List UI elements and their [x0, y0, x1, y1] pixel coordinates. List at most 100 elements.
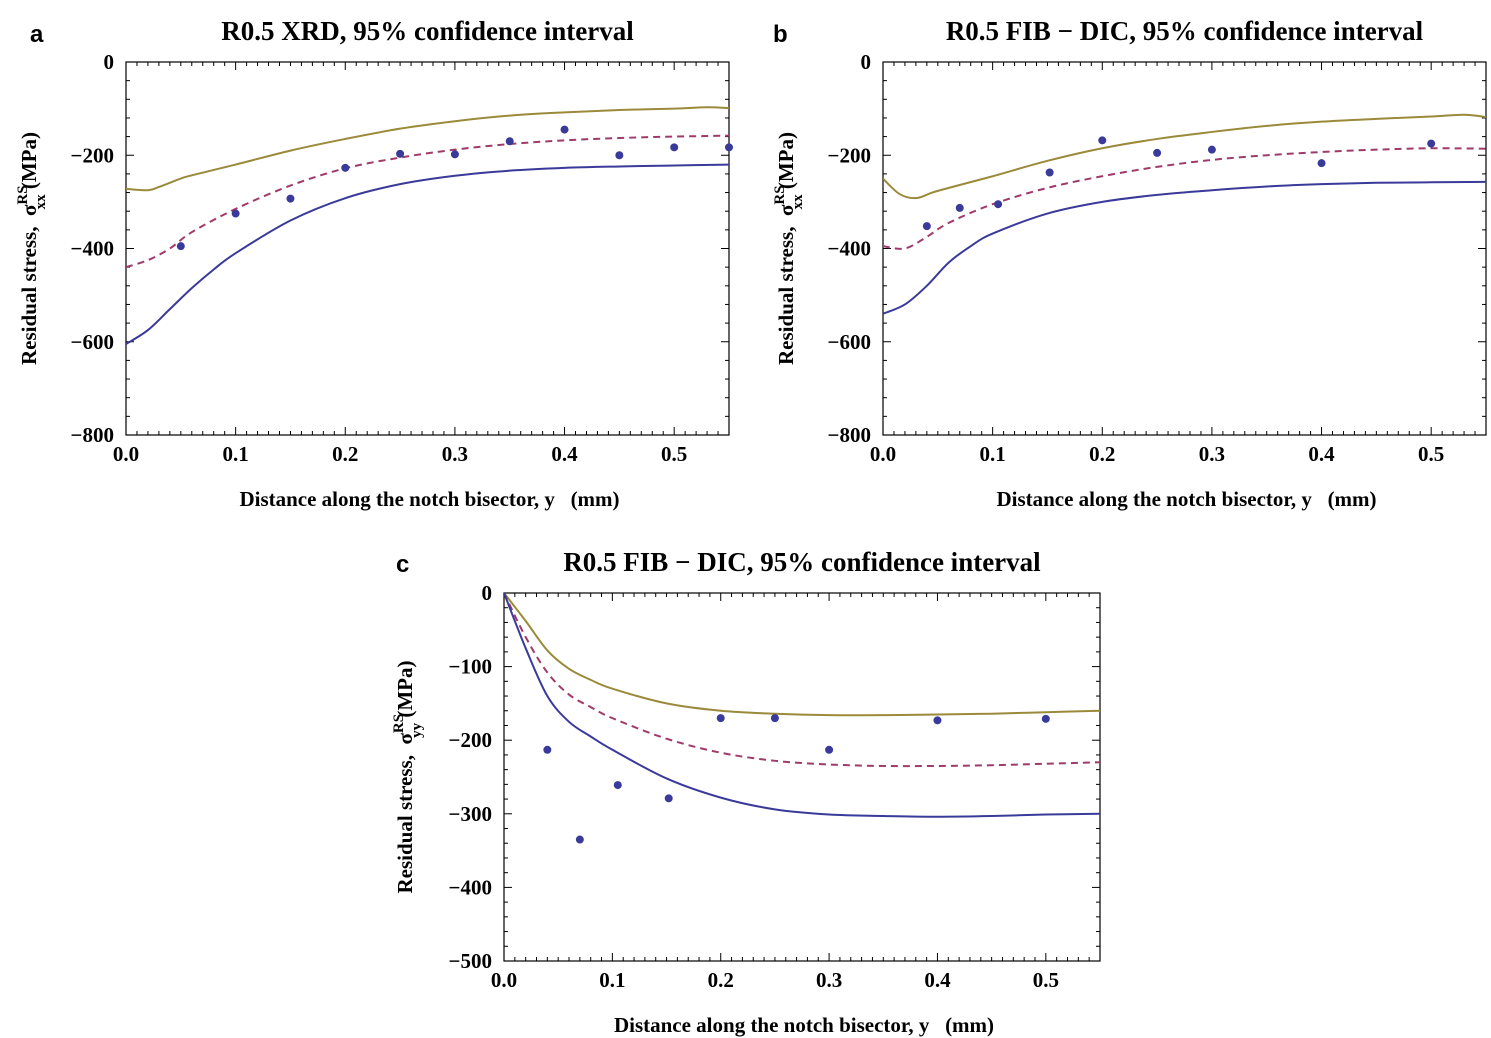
y-tick-label: 0 [482, 581, 493, 605]
y-tick-label: 0 [104, 50, 115, 74]
x-tick-label: 0.5 [661, 442, 687, 466]
series-line-solid [883, 115, 1486, 198]
y-axis-label: Residual stress, σRS yy (MPa) [391, 661, 425, 894]
y-axis-label-main: Residual stress, σ [393, 733, 417, 894]
x-tick-label: 0.0 [870, 442, 896, 466]
x-tick-label: 0.2 [1089, 442, 1115, 466]
data-point [933, 716, 941, 724]
data-point [1098, 136, 1106, 144]
x-tick-label: 0.3 [1199, 442, 1225, 466]
y-tick-label: −800 [828, 423, 871, 447]
plot-frame [504, 593, 1100, 961]
y-tick-label: −600 [71, 330, 114, 354]
plot-area [126, 107, 729, 344]
data-point [923, 222, 931, 230]
panel-label: a [30, 21, 44, 48]
y-axis-label-sub: xx [33, 194, 49, 210]
y-axis-label-sub: xx [790, 194, 806, 210]
series-line-solid [504, 593, 1100, 817]
data-point [341, 164, 349, 172]
x-axis-label: Distance along the notch bisector, y (mm… [239, 487, 619, 511]
panel-label: c [396, 551, 409, 578]
data-point [771, 714, 779, 722]
plot-frame [126, 62, 729, 435]
x-tick-label: 0.4 [551, 442, 578, 466]
series-line-dashed [504, 593, 1100, 766]
x-tick-label: 0.2 [708, 968, 734, 992]
series-line-solid [126, 107, 729, 190]
x-tick-label: 0.2 [332, 442, 358, 466]
y-axis-label: Residual stress, σRS xx (MPa) [772, 132, 806, 365]
y-tick-label: −200 [71, 143, 114, 167]
y-axis-label-main: Residual stress, σ [774, 204, 798, 365]
data-point [1153, 149, 1161, 157]
x-tick-label: 0.5 [1033, 968, 1059, 992]
plot-area [883, 115, 1486, 314]
y-axis-label: Residual stress, σRS xx (MPa) [15, 132, 49, 365]
panel-b: b R0.5 FIB − DIC, 95% confidence interval… [772, 16, 1486, 511]
panel-c: c R0.5 FIB − DIC, 95% confidence interval… [391, 547, 1100, 1037]
data-point [451, 150, 459, 158]
data-point [543, 746, 551, 754]
x-tick-label: 0.1 [980, 442, 1006, 466]
y-axis-label-sub: yy [409, 722, 425, 738]
series-line-solid [126, 165, 729, 345]
data-point [1046, 169, 1054, 177]
plot-area [504, 593, 1100, 817]
panel-a: a R0.5 XRD, 95% confidence interval 0.0 0.1… [15, 16, 733, 511]
x-tick-label: 0.1 [599, 968, 625, 992]
y-tick-label: −200 [449, 728, 492, 752]
data-point [825, 746, 833, 754]
x-tick-label: 0.0 [113, 442, 139, 466]
y-tick-label: −100 [449, 655, 492, 679]
series-line-dashed [126, 136, 729, 267]
data-point [725, 143, 733, 151]
chart-title: R0.5 FIB − DIC, 95% confidence interval [563, 547, 1041, 577]
data-point [665, 794, 673, 802]
data-point [615, 151, 623, 159]
y-tick-label: −300 [449, 802, 492, 826]
chart-title: R0.5 XRD, 95% confidence interval [221, 16, 634, 46]
y-tick-label: −600 [828, 330, 871, 354]
y-tick-label: 0 [861, 50, 872, 74]
y-axis-label-unit: (MPa) [393, 661, 417, 723]
y-axis-label-main: Residual stress, σ [17, 204, 41, 365]
data-point [1208, 146, 1216, 154]
y-tick-label: −400 [449, 875, 492, 899]
series-line-solid [883, 182, 1486, 314]
data-point [561, 126, 569, 134]
x-tick-label: 0.1 [223, 442, 249, 466]
y-tick-label: −200 [828, 143, 871, 167]
data-point [396, 150, 404, 158]
series-line-solid [504, 593, 1100, 715]
data-point [670, 143, 678, 151]
series-line-dashed [883, 148, 1486, 249]
x-tick-label: 0.3 [442, 442, 468, 466]
data-point [994, 200, 1002, 208]
chart-title: R0.5 FIB − DIC, 95% confidence interval [946, 16, 1424, 46]
data-point [177, 242, 185, 250]
y-tick-label: −500 [449, 949, 492, 973]
x-tick-label: 0.3 [816, 968, 842, 992]
y-tick-label: −400 [71, 237, 114, 261]
data-point [286, 195, 294, 203]
x-axis-label: Distance along the notch bisector, y (mm… [996, 487, 1376, 511]
x-tick-label: 0.4 [1308, 442, 1335, 466]
x-tick-label: 0.0 [491, 968, 517, 992]
x-tick-label: 0.5 [1418, 442, 1444, 466]
data-point [232, 210, 240, 218]
data-point [1042, 715, 1050, 723]
data-point [576, 836, 584, 844]
panel-label: b [773, 21, 788, 48]
data-point [614, 781, 622, 789]
x-axis-label: Distance along the notch bisector, y (mm… [614, 1013, 994, 1037]
data-point [1427, 140, 1435, 148]
y-axis-label-unit: (MPa) [774, 132, 798, 194]
y-tick-label: −800 [71, 423, 114, 447]
y-tick-label: −400 [828, 237, 871, 261]
data-point [956, 204, 964, 212]
data-point [717, 714, 725, 722]
data-point [506, 137, 514, 145]
data-point [1318, 159, 1326, 167]
